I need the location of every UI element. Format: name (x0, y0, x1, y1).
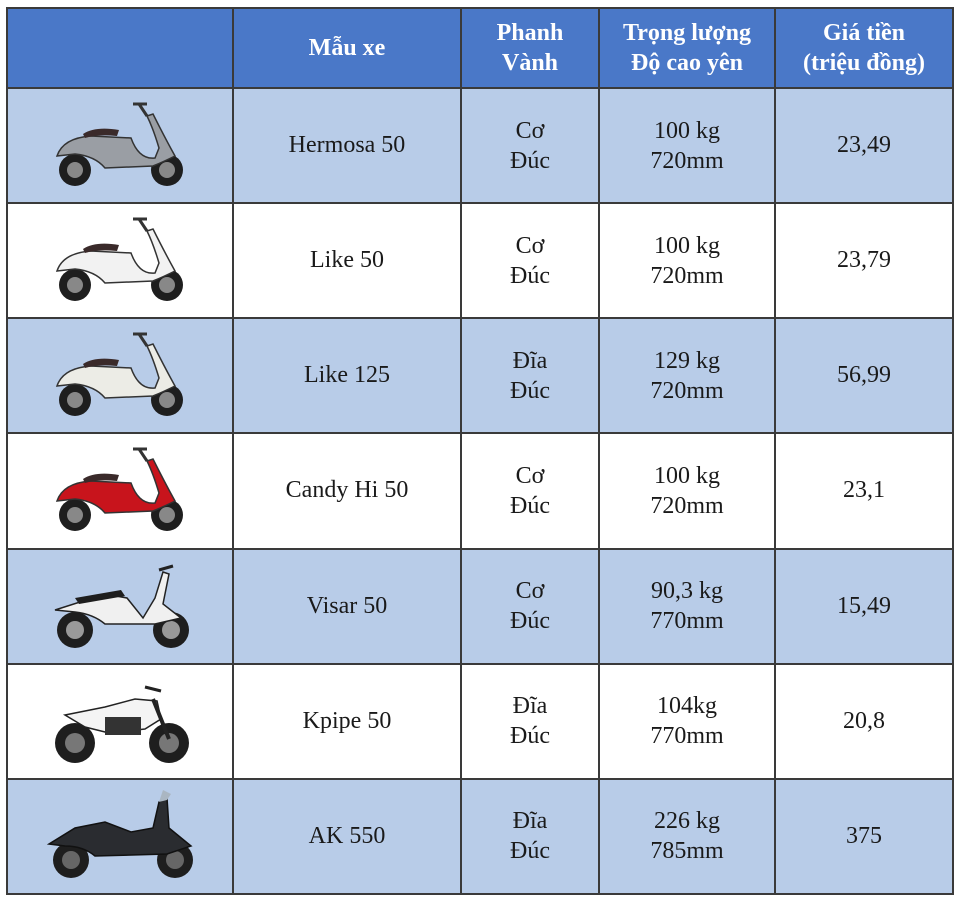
weight-seat-cell: 100 kg 720mm (598, 86, 776, 205)
motorbike-spec-table: Mẫu xe Phanh Vành Trọng lượng Độ cao yên… (6, 7, 954, 896)
weight-value: 90,3 kg (651, 578, 723, 605)
table-row: Hermosa 50 Cơ Đúc 100 kg 720mm 23,49 (6, 86, 954, 205)
weight-value: 104kg (657, 693, 717, 720)
header-weight: Trọng lượng (623, 20, 751, 46)
bike-image-cell (6, 777, 234, 896)
wheel-type: Đúc (510, 262, 550, 289)
header-weight-seat: Trọng lượng Độ cao yên (598, 7, 776, 89)
header-brake: Phanh (496, 20, 564, 46)
wheel-type: Đúc (510, 608, 550, 635)
model-name: Visar 50 (232, 547, 462, 665)
table-row: AK 550 Đĩa Đúc 226 kg 785mm 375 (6, 777, 954, 896)
header-wheel: Vành (501, 50, 559, 76)
seat-height: 720mm (650, 492, 724, 519)
brake-type: Cơ (515, 117, 545, 144)
weight-value: 100 kg (654, 462, 720, 489)
brake-type: Cơ (515, 578, 545, 605)
model-name: Hermosa 50 (232, 86, 462, 205)
seat-height: 720mm (650, 262, 724, 289)
table-row: Like 125 Đĩa Đúc 129 kg 720mm 56,99 (6, 317, 954, 435)
maxi-scooter-icon (46, 790, 193, 879)
underbone-icon (54, 564, 189, 649)
weight-value: 226 kg (654, 808, 720, 835)
wheel-type: Đúc (510, 723, 550, 750)
price-cell: 56,99 (774, 317, 954, 435)
price-cell: 23,79 (774, 202, 954, 320)
header-price-label: Giá tiền (823, 20, 905, 46)
brake-wheel-cell: Đĩa Đúc (460, 662, 600, 780)
scooter-icon (55, 332, 183, 416)
price-cell: 20,8 (774, 662, 954, 780)
brake-wheel-cell: Cơ Đúc (460, 86, 600, 205)
weight-value: 100 kg (654, 232, 720, 259)
header-model: Mẫu xe (232, 7, 462, 89)
brake-type: Cơ (515, 462, 545, 489)
price-cell: 15,49 (774, 547, 954, 665)
table-row: Like 50 Cơ Đúc 100 kg 720mm 23,79 (6, 202, 954, 320)
bike-image-cell (6, 86, 234, 205)
model-name: AK 550 (232, 777, 462, 896)
model-name: Like 125 (232, 317, 462, 435)
price-cell: 23,1 (774, 432, 954, 550)
brake-wheel-cell: Cơ Đúc (460, 202, 600, 320)
brake-wheel-cell: Đĩa Đúc (460, 317, 600, 435)
weight-seat-cell: 226 kg 785mm (598, 777, 776, 896)
header-seat: Độ cao yên (631, 50, 743, 76)
header-image-cell (6, 7, 234, 89)
weight-seat-cell: 104kg 770mm (598, 662, 776, 780)
price-cell: 23,49 (774, 86, 954, 205)
model-name: Kpipe 50 (232, 662, 462, 780)
weight-seat-cell: 100 kg 720mm (598, 432, 776, 550)
bike-image-cell (6, 317, 234, 435)
weight-seat-cell: 90,3 kg 770mm (598, 547, 776, 665)
seat-height: 770mm (650, 608, 724, 635)
scooter-icon (55, 447, 183, 531)
seat-height: 770mm (650, 723, 724, 750)
seat-height: 720mm (650, 147, 724, 174)
brake-type: Đĩa (512, 693, 548, 720)
weight-value: 129 kg (654, 347, 720, 374)
header-price-unit: (triệu đồng) (803, 50, 925, 76)
scooter-icon (55, 217, 183, 301)
scooter-icon (55, 102, 183, 186)
bike-image-cell (6, 662, 234, 780)
naked-bike-icon (55, 685, 189, 764)
weight-seat-cell: 129 kg 720mm (598, 317, 776, 435)
bike-image-cell (6, 202, 234, 320)
seat-height: 785mm (650, 838, 724, 865)
wheel-type: Đúc (510, 377, 550, 404)
weight-seat-cell: 100 kg 720mm (598, 202, 776, 320)
brake-wheel-cell: Cơ Đúc (460, 547, 600, 665)
wheel-type: Đúc (510, 492, 550, 519)
brake-type: Cơ (515, 232, 545, 259)
brake-wheel-cell: Cơ Đúc (460, 432, 600, 550)
brake-type: Đĩa (512, 808, 548, 835)
header-row: Mẫu xe Phanh Vành Trọng lượng Độ cao yên… (6, 7, 954, 89)
bike-image-cell (6, 547, 234, 665)
wheel-type: Đúc (510, 147, 550, 174)
weight-value: 100 kg (654, 117, 720, 144)
bike-image-cell (6, 432, 234, 550)
brake-wheel-cell: Đĩa Đúc (460, 777, 600, 896)
table-row: Candy Hi 50 Cơ Đúc 100 kg 720mm 23,1 (6, 432, 954, 550)
header-brake-wheel: Phanh Vành (460, 7, 600, 89)
price-cell: 375 (774, 777, 954, 896)
model-name: Like 50 (232, 202, 462, 320)
seat-height: 720mm (650, 377, 724, 404)
brake-type: Đĩa (512, 347, 548, 374)
table-row: Visar 50 Cơ Đúc 90,3 kg 770mm 15,49 (6, 547, 954, 665)
model-name: Candy Hi 50 (232, 432, 462, 550)
table-row: Kpipe 50 Đĩa Đúc 104kg 770mm 20,8 (6, 662, 954, 780)
header-price: Giá tiền (triệu đồng) (774, 7, 954, 89)
wheel-type: Đúc (510, 838, 550, 865)
